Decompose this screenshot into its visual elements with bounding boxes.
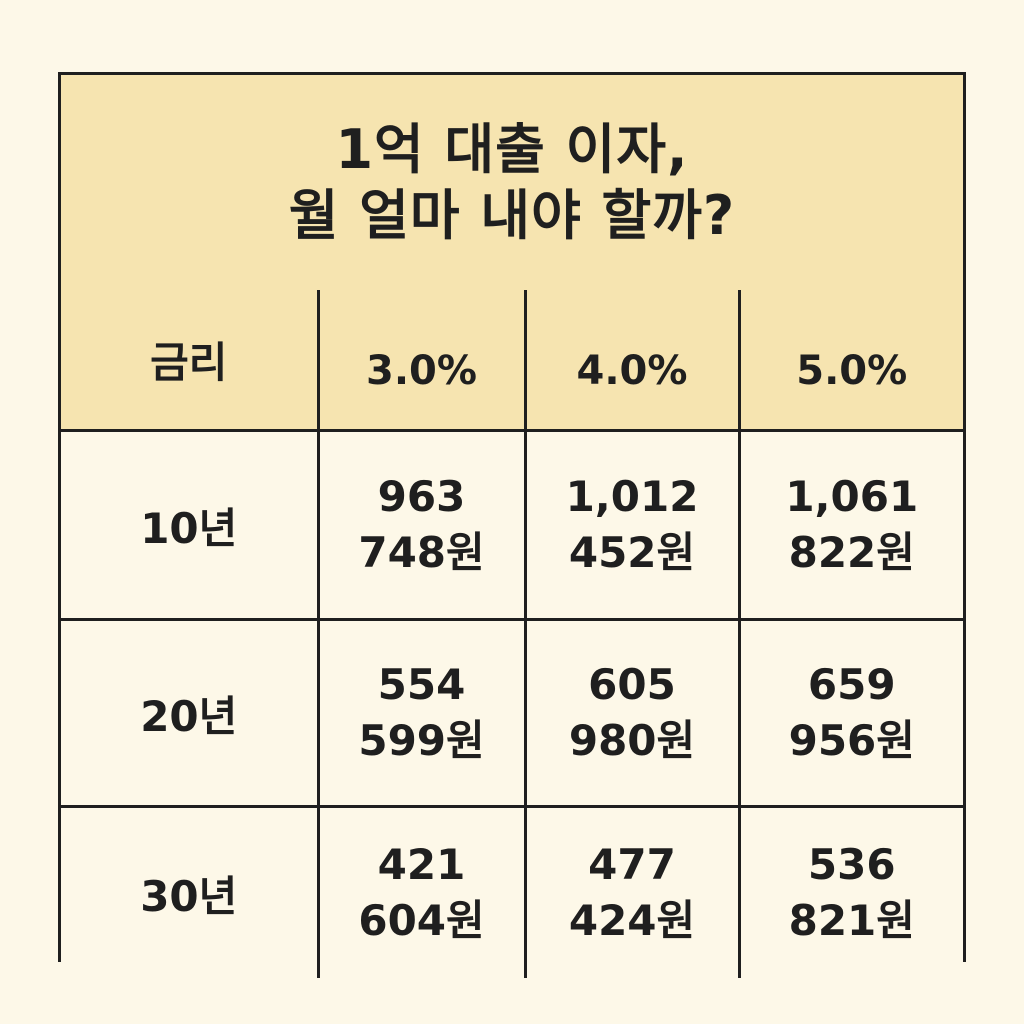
cell-value-line-1: 963 [377,472,466,521]
table-row: 30년 421 604원 477 424원 536 821원 [61,805,963,978]
interest-table: 금리 3.0% 4.0% 5.0% 10년 963 748원 1,012 452… [61,290,963,978]
row-header-term: 10년 [61,429,320,621]
table-cell: 605 980원 [523,618,741,808]
title-banner: 1억 대출 이자, 월 얼마 내야 할까? [61,75,963,293]
cell-value-line-1: 421 [377,840,466,889]
cell-value-line-1: 1,012 [565,472,699,521]
cell-value-line-2: 452원 [568,528,696,577]
cell-value-line-2: 956원 [788,716,915,765]
table-cell: 963 748원 [316,429,527,621]
cell-value-line-2: 821원 [788,896,915,945]
column-header-rate: 3.0% [316,290,527,432]
cell-value-line-2: 599원 [358,716,485,765]
cell-value-line-2: 822원 [788,528,915,577]
table-header-row: 금리 3.0% 4.0% 5.0% [61,290,963,432]
row-header-term: 30년 [61,805,320,978]
title-line-2: 월 얼마 내야 할까? [288,183,736,247]
cell-value-line-2: 424원 [568,896,696,945]
table-cell: 659 956원 [737,618,963,808]
table-cell: 1,012 452원 [523,429,741,621]
cell-value-line-1: 536 [807,840,896,889]
table-cell: 1,061 822원 [737,429,963,621]
table-cell: 536 821원 [737,805,963,978]
cell-value-line-1: 554 [377,660,466,709]
table-cell: 554 599원 [316,618,527,808]
title-line-1: 1억 대출 이자, [335,117,689,181]
cell-value-line-1: 605 [588,660,676,709]
table-cell: 421 604원 [316,805,527,978]
column-header-rate: 4.0% [523,290,741,432]
row-header-term: 20년 [61,618,320,808]
header-rate-label: 금리 [61,290,320,432]
cell-value-line-1: 659 [807,660,896,709]
table-row: 20년 554 599원 605 980원 659 956원 [61,618,963,808]
table-cell: 477 424원 [523,805,741,978]
cell-value-line-1: 477 [588,840,676,889]
loan-interest-table-frame: 1억 대출 이자, 월 얼마 내야 할까? 금리 3.0% 4.0% 5.0% … [58,72,966,978]
cell-value-line-1: 1,061 [785,472,919,521]
cell-value-line-2: 604원 [358,896,485,945]
cell-value-line-2: 980원 [568,716,696,765]
column-header-rate: 5.0% [737,290,963,432]
table-row: 10년 963 748원 1,012 452원 1,061 822원 [61,429,963,621]
cell-value-line-2: 748원 [358,528,485,577]
